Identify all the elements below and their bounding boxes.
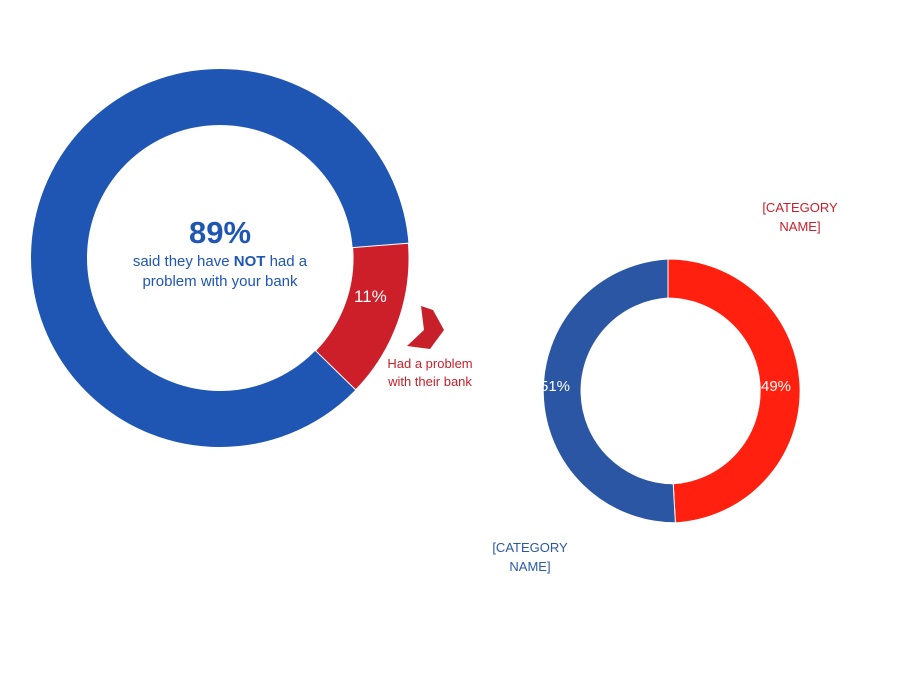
blue-category-line1: [CATEGORY [492, 540, 568, 555]
secondary-blue-label: 51% [540, 378, 571, 395]
desc-text-bold: NOT [233, 253, 266, 270]
red-category-line2: NAME] [779, 219, 821, 234]
desc-text-post: had a [265, 253, 308, 270]
arrow-chevron-icon [407, 306, 444, 349]
main-description-line2: problem with your bank [142, 273, 298, 290]
secondary-donut-red-segment [667, 258, 801, 524]
callout-line1: Had a problem [387, 356, 473, 371]
secondary-red-category: [CATEGORY NAME] [750, 198, 850, 236]
main-slice-label: 11% [354, 287, 387, 306]
red-category-line1: [CATEGORY [762, 200, 838, 215]
secondary-red-label: 49% [761, 378, 792, 395]
secondary-donut-blue-segment [542, 258, 676, 524]
main-donut-red-segment [314, 242, 410, 391]
main-description-line1: said they have NOT had a [100, 252, 340, 272]
main-donut-center-text: 89% said they have NOT had a problem wit… [100, 214, 340, 292]
secondary-blue-category: [CATEGORY NAME] [480, 538, 580, 576]
blue-category-line2: NAME] [509, 559, 551, 574]
secondary-donut [542, 258, 801, 524]
problem-callout: Had a problem with their bank [378, 355, 482, 391]
main-donut [31, 69, 410, 447]
main-percentage: 89% [188, 215, 252, 250]
desc-text-pre: said they have [132, 253, 234, 270]
callout-line2: with their bank [388, 374, 472, 389]
